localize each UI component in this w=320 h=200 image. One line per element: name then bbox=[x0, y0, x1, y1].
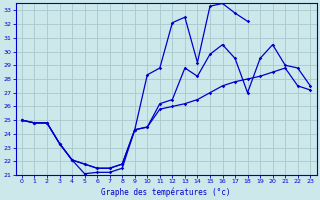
X-axis label: Graphe des températures (°c): Graphe des températures (°c) bbox=[101, 187, 231, 197]
